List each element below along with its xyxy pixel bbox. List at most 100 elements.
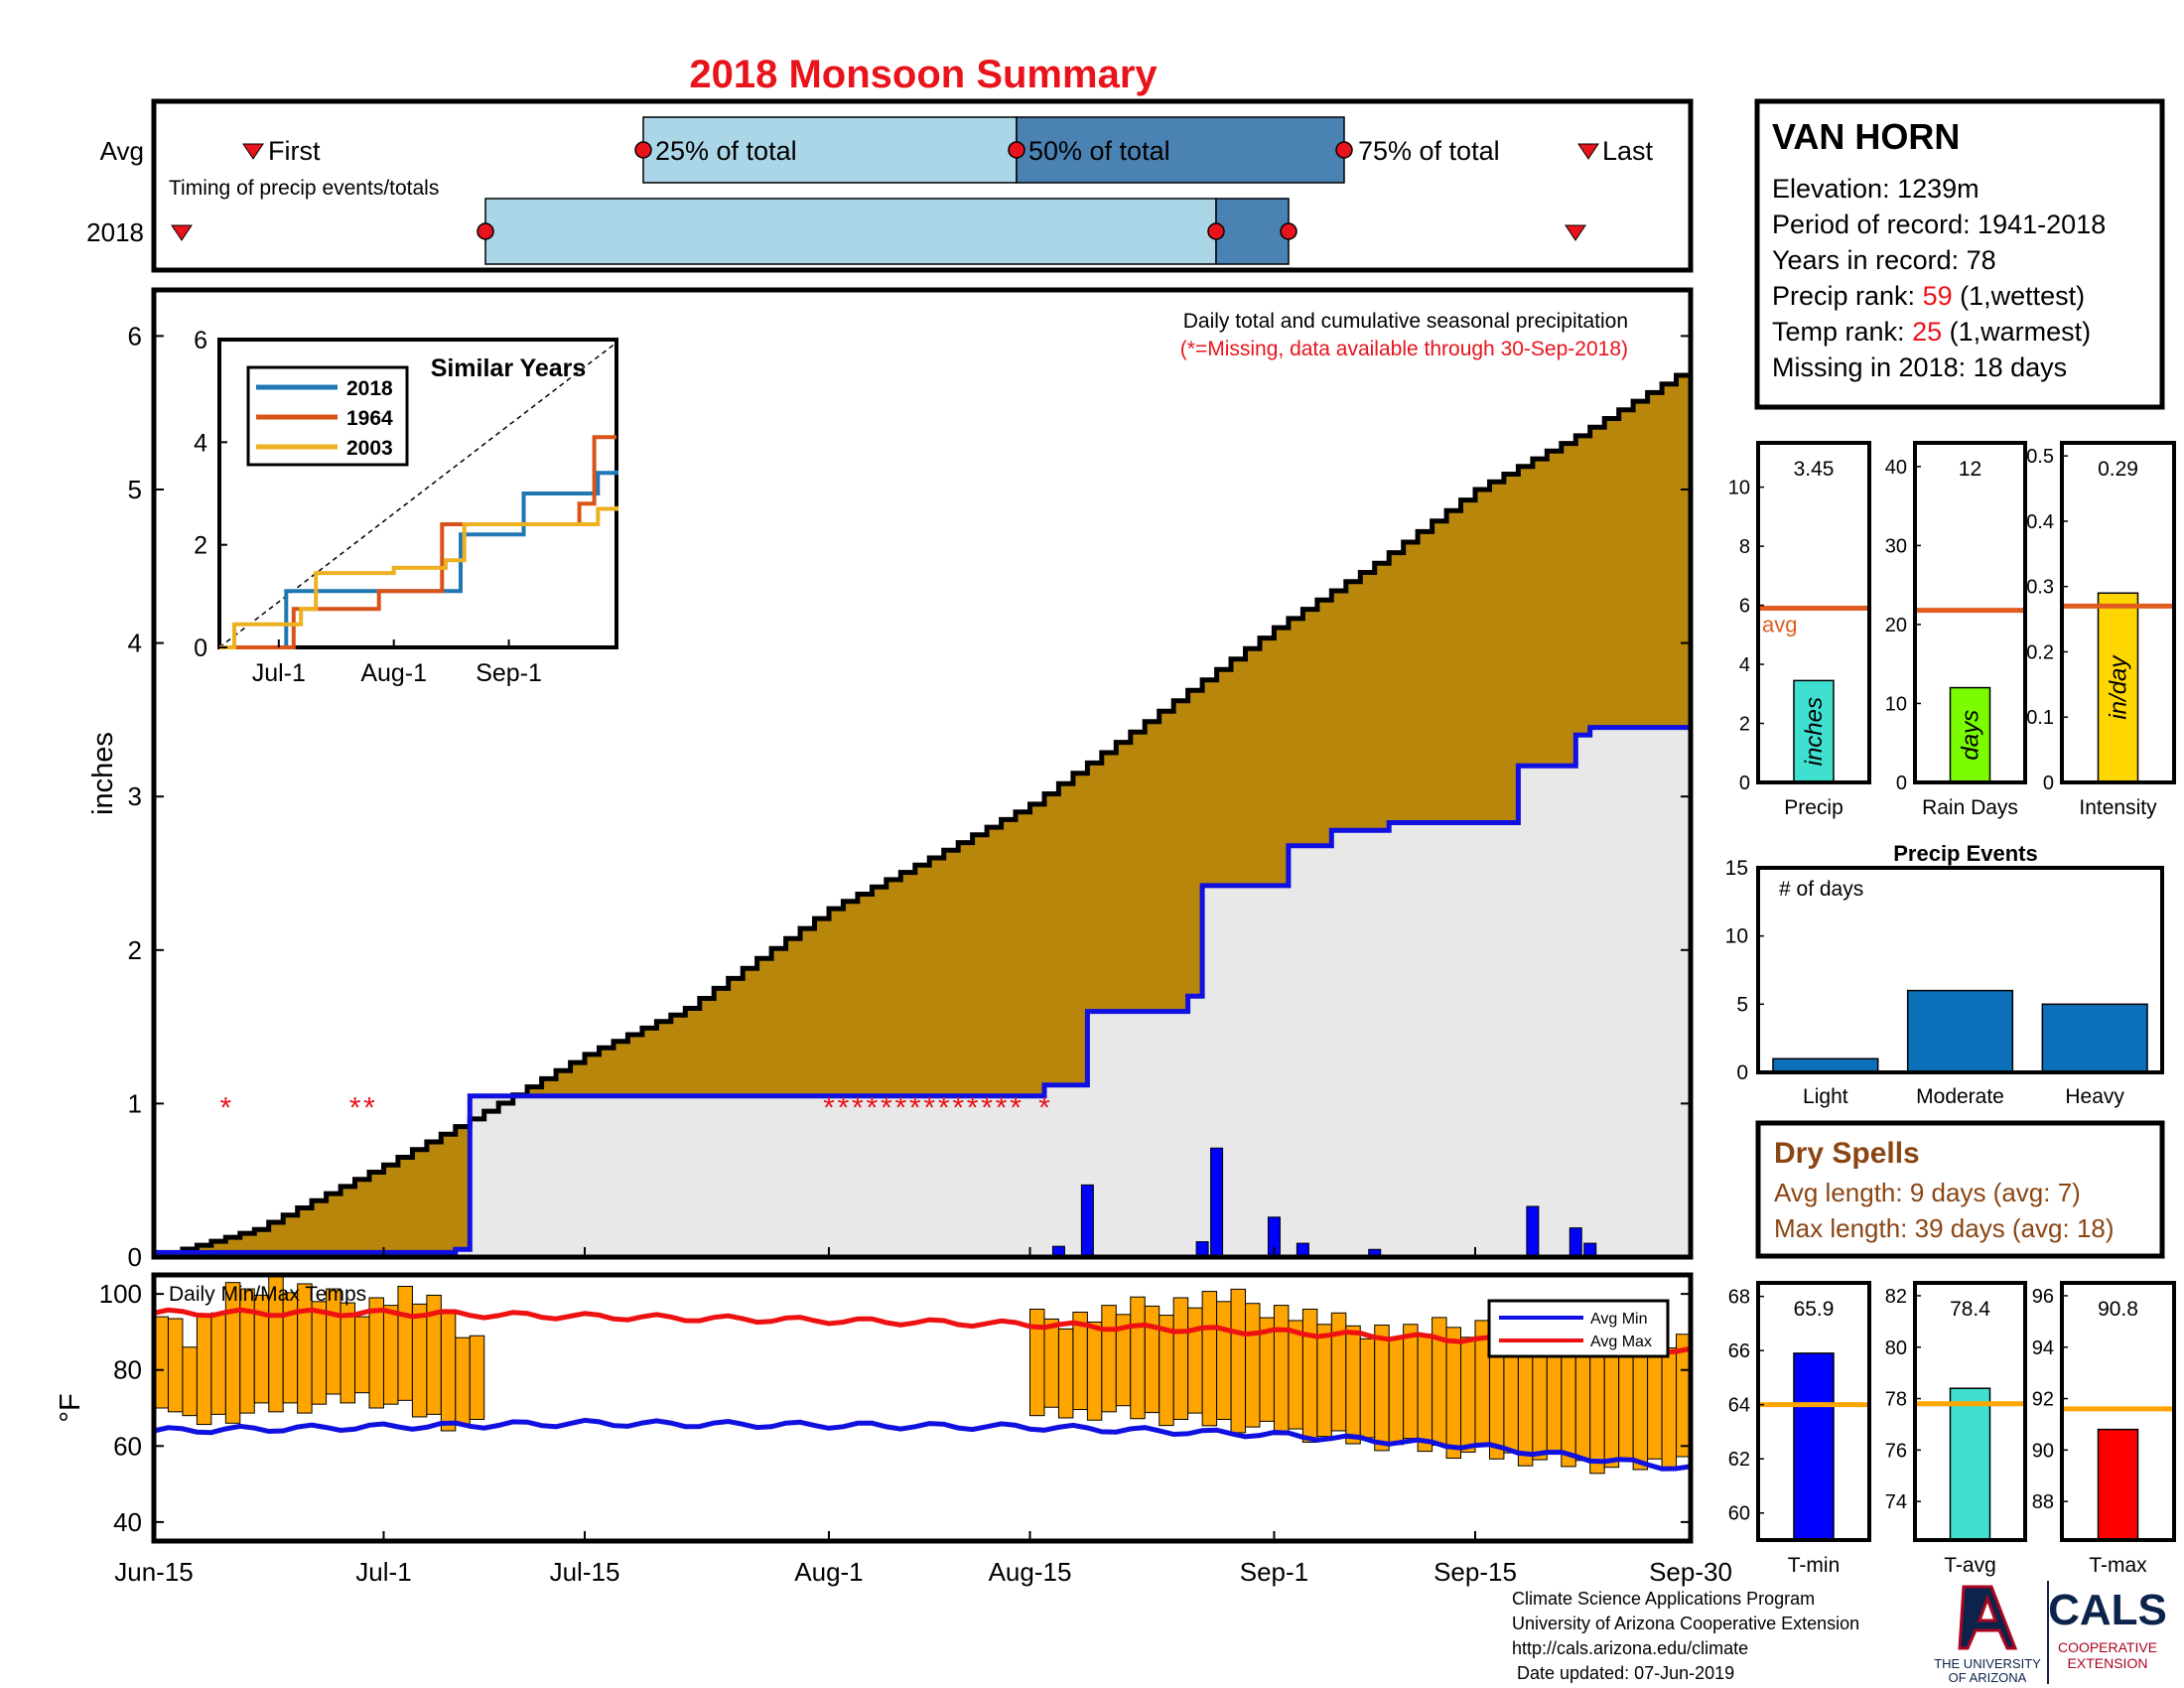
- timing-avg-p75-marker: [1335, 141, 1353, 159]
- tmax-value: 90.8: [2098, 1298, 2138, 1321]
- temp-range-bar: [1187, 1307, 1203, 1414]
- intensity-y-tick-label: 0.2: [2026, 641, 2054, 663]
- main-note-line2: (*=Missing, data available through 30-Se…: [1180, 338, 1628, 360]
- temp-range-bar: [469, 1335, 485, 1420]
- missing-day-marker: *: [938, 1091, 950, 1124]
- inset-y-axis: 0 2 4 6: [194, 327, 227, 662]
- inset-title: Similar Years: [431, 354, 587, 382]
- tmin-value: 65.9: [1794, 1298, 1835, 1321]
- temp-range-bar: [282, 1292, 299, 1404]
- rain-days-value: 12: [1959, 458, 1981, 481]
- temp-range-bar: [1086, 1321, 1103, 1421]
- main-y-tick-label: 0: [128, 1242, 142, 1272]
- intensity-y-tick-label: 0.3: [2026, 577, 2054, 599]
- temp-title: Daily Min/Max Temps: [169, 1283, 366, 1306]
- missing-day-marker: *: [881, 1091, 892, 1124]
- intensity-y-tick-label: 0: [2043, 773, 2054, 794]
- missing-day-markers: * * * * * * * * * * * * * * * * * *: [219, 1091, 1050, 1124]
- x-tick-label: Jun-15: [114, 1557, 194, 1587]
- temp-range-bar: [1661, 1347, 1678, 1469]
- rain-days-panel: 0 10 20 30 40 12 Rain Days days: [1885, 441, 2027, 819]
- footer-line1: Climate Science Applications Program: [1512, 1589, 1815, 1609]
- tmin-y-tick-label: 66: [1728, 1340, 1750, 1362]
- daily-precip-bar: [1080, 1184, 1094, 1258]
- temp-range-bar: [1288, 1320, 1303, 1430]
- missing-day-marker: *: [981, 1091, 993, 1124]
- timing-avg-p50-marker: [1008, 141, 1025, 159]
- ua-logo-line2: OF ARIZONA: [1949, 1670, 2027, 1685]
- tmax-y-tick-label: 96: [2032, 1286, 2054, 1308]
- timing-2018-p50-marker: [1207, 222, 1225, 240]
- precip-y-tick-label: 8: [1739, 536, 1750, 558]
- tavg-y-tick-label: 74: [1885, 1491, 1907, 1513]
- main-y-axis-label: inches: [87, 732, 119, 815]
- tavg-y-tick-label: 82: [1885, 1286, 1907, 1308]
- events-bar-heavy: [2041, 1003, 2148, 1073]
- missing-day-marker: *: [909, 1091, 921, 1124]
- temp-legend: Avg Min Avg Max: [1487, 1299, 1670, 1358]
- precip-avg-label: avg: [1762, 613, 1797, 637]
- dry-spells-box: Dry Spells Avg length: 9 days (avg: 7) M…: [1755, 1120, 2165, 1259]
- missing-day-marker: *: [219, 1091, 231, 1124]
- precip-y-tick-label: 4: [1739, 654, 1750, 676]
- timing-p50-label: 50% of total: [1028, 136, 1170, 166]
- x-tick-label: Jul-15: [550, 1557, 620, 1587]
- dry-spells-title: Dry Spells: [1774, 1137, 1920, 1170]
- temp-range-bar: [196, 1316, 212, 1426]
- intensity-y-tick-label: 0.4: [2026, 511, 2054, 533]
- tavg-label: T-avg: [1944, 1554, 1996, 1577]
- temp-range-bar: [167, 1318, 184, 1413]
- footer-credits: Climate Science Applications Program Uni…: [1512, 1589, 1859, 1683]
- average-precip-area: [154, 727, 1691, 1257]
- avg-min-line: [153, 1417, 1692, 1472]
- inset-y-tick-label: 4: [194, 429, 207, 457]
- average-precip-line: [154, 725, 1691, 1255]
- inset-y-tick-label: 6: [194, 327, 207, 354]
- station-missing: Missing in 2018: 18 days: [1772, 352, 2067, 382]
- temp-range-bar: [311, 1301, 328, 1405]
- tmax-y-tick-label: 94: [2032, 1337, 2054, 1359]
- temp-range-bar: [1345, 1325, 1361, 1445]
- temp-range-bar: [1445, 1327, 1462, 1460]
- events-bar-moderate: [1906, 989, 2014, 1073]
- cals-logo-line2: COOPERATIVE: [2058, 1639, 2157, 1655]
- dry-spells-frame: [1755, 1120, 2165, 1259]
- missing-day-marker: *: [838, 1091, 850, 1124]
- main-plot-frame: [151, 287, 1694, 1260]
- university-of-arizona-logo: THE UNIVERSITY OF ARIZONA: [1934, 1581, 2049, 1685]
- daily-precip-bar: [1569, 1227, 1582, 1258]
- temp-range-bar: [1144, 1305, 1160, 1414]
- x-tick-label: Sep-30: [1649, 1557, 1732, 1587]
- main-y-tick-label: 4: [128, 629, 142, 658]
- temperature-chart: 40 60 80 100 Jun-15 Jul-1 Jul-15 Aug-1 Aug-15 Se…: [55, 1272, 1732, 1587]
- main-y-tick-label: 3: [128, 781, 142, 811]
- main-y-tick-label: 6: [128, 321, 142, 351]
- dry-spells-avg: Avg length: 9 days (avg: 7): [1774, 1178, 2081, 1207]
- rain-days-y-tick-label: 10: [1885, 693, 1907, 715]
- events-y-tick-label: 5: [1736, 993, 1748, 1016]
- events-y-axis: 0 5 10 15: [1725, 857, 1764, 1084]
- avg-max-line: [153, 1307, 1692, 1355]
- temp-range-bar: [1388, 1337, 1405, 1446]
- cals-logo: CALS COOPERATIVE EXTENSION: [2048, 1586, 2167, 1671]
- rain-days-label: Rain Days: [1922, 796, 2018, 819]
- missing-day-marker: *: [967, 1091, 979, 1124]
- temp-range-bar: [210, 1312, 226, 1415]
- tavg-value: 78.4: [1950, 1298, 1990, 1321]
- tmin-y-tick-label: 62: [1728, 1449, 1750, 1471]
- temp-range-bar: [1546, 1342, 1563, 1455]
- events-bars: [1772, 989, 2148, 1073]
- precip-rank-label: Precip rank:: [1772, 281, 1923, 311]
- tmax-label: T-max: [2089, 1554, 2147, 1577]
- legend-label-1964: 1964: [346, 407, 393, 430]
- x-tick-label: Aug-15: [989, 1557, 1072, 1587]
- events-x-label: Heavy: [2065, 1085, 2124, 1108]
- temp-range-bar: [411, 1303, 428, 1418]
- main-note-line1: Daily total and cumulative seasonal prec…: [1183, 310, 1628, 333]
- timing-row-avg: Avg: [100, 136, 144, 166]
- temp-range-bar: [1130, 1296, 1146, 1420]
- temp-range-bar: [1245, 1303, 1261, 1428]
- main-y-tick-label: 1: [128, 1088, 142, 1118]
- temp-range-bar: [182, 1346, 198, 1417]
